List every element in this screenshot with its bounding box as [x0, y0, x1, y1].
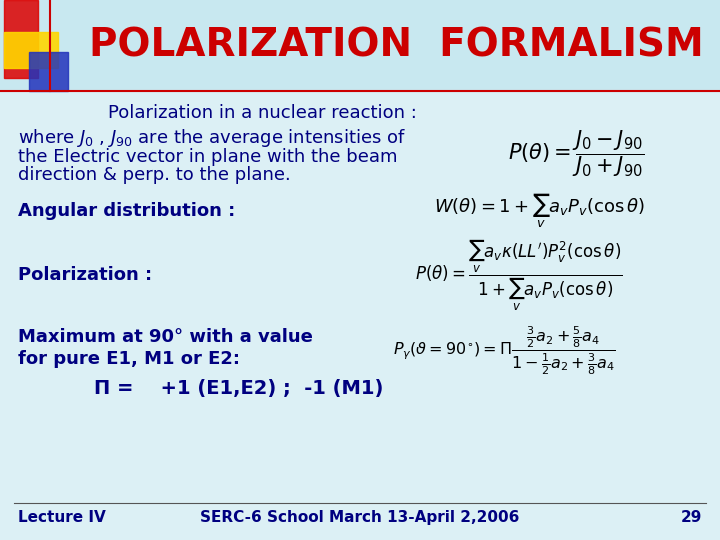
Text: the Electric vector in plane with the beam: the Electric vector in plane with the be… — [18, 147, 397, 166]
Bar — [4, 32, 58, 68]
Text: direction & perp. to the plane.: direction & perp. to the plane. — [18, 166, 291, 185]
Text: for pure E1, M1 or E2:: for pure E1, M1 or E2: — [18, 350, 240, 368]
Text: 29: 29 — [680, 510, 702, 525]
Text: $P(\theta) = \dfrac{\sum_{v} a_{v}\kappa(LL^{\prime})P^{2}_{v}(\cos\theta)}{1 + : $P(\theta) = \dfrac{\sum_{v} a_{v}\kappa… — [415, 238, 622, 313]
Text: SERC-6 School March 13-April 2,2006: SERC-6 School March 13-April 2,2006 — [200, 510, 520, 525]
Text: POLARIZATION  FORMALISM: POLARIZATION FORMALISM — [89, 26, 703, 64]
Text: where $J_0$ , $J_{90}$ are the average intensities of: where $J_0$ , $J_{90}$ are the average i… — [18, 127, 406, 148]
Bar — [29, 52, 68, 91]
Text: Polarization in a nuclear reaction :: Polarization in a nuclear reaction : — [108, 104, 417, 123]
Bar — [0, 0, 720, 91]
Text: Angular distribution :: Angular distribution : — [18, 201, 235, 220]
Text: Polarization :: Polarization : — [18, 266, 152, 285]
Text: $W(\theta) = 1 + \sum_{v} a_{v} P_{v}(\cos\theta)$: $W(\theta) = 1 + \sum_{v} a_{v} P_{v}(\c… — [434, 191, 646, 230]
Text: Lecture IV: Lecture IV — [18, 510, 106, 525]
Text: $P_{\gamma}(\vartheta = 90^{\circ}) = \Pi \dfrac{\frac{3}{2}a_2 + \frac{5}{8}a_4: $P_{\gamma}(\vartheta = 90^{\circ}) = \P… — [392, 325, 616, 377]
Text: $P(\theta) = \dfrac{J_0 - J_{90}}{J_0 + J_{90}}$: $P(\theta) = \dfrac{J_0 - J_{90}}{J_0 + … — [508, 129, 644, 179]
Text: Π =    +1 (E1,E2) ;  -1 (M1): Π = +1 (E1,E2) ; -1 (M1) — [94, 379, 383, 399]
Text: Maximum at 90° with a value: Maximum at 90° with a value — [18, 328, 313, 347]
Bar — [4, 0, 38, 78]
